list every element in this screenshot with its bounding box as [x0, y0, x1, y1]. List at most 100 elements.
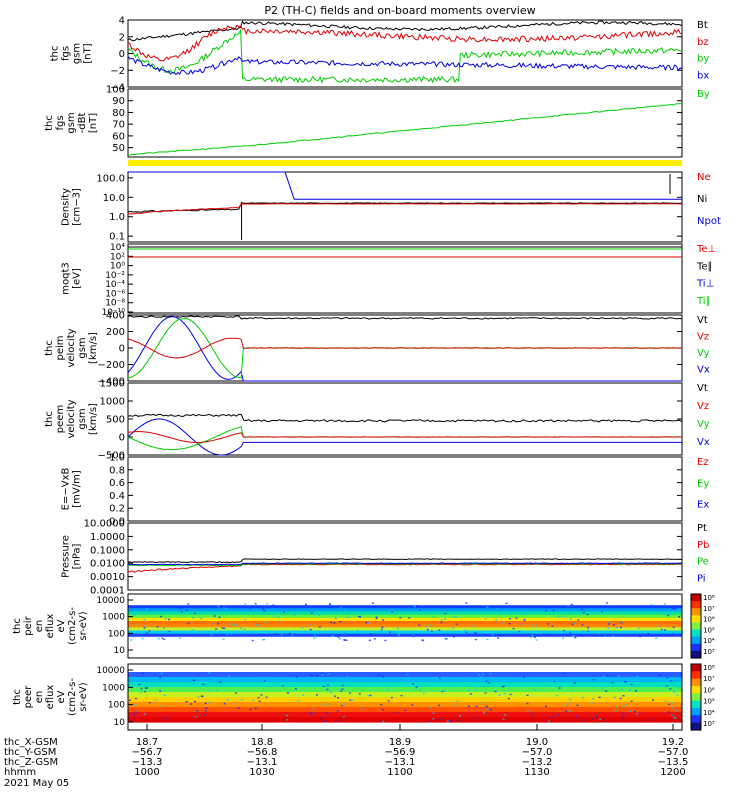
y-tick-label: 4 — [119, 16, 125, 27]
legend-Vy: Vy — [697, 419, 710, 430]
spectrogram-speckle — [569, 618, 572, 620]
spectrogram-speckle — [404, 709, 407, 711]
spectrogram-speckle — [388, 610, 391, 613]
spectrogram-speckle — [678, 616, 680, 618]
spectrogram-speckle — [439, 718, 442, 720]
footer-row-label: thc_X-GSM — [4, 737, 58, 748]
spectrogram-speckle — [326, 688, 329, 691]
spectrogram-speckle — [495, 619, 498, 621]
spectrogram-speckle — [443, 677, 445, 679]
spectrogram-speckle — [491, 634, 494, 636]
panel-frame — [127, 88, 683, 158]
y-axis-label: [km/s] — [88, 332, 99, 364]
legend-Vy: Vy — [697, 348, 710, 359]
legend-Ne: Ne — [697, 172, 711, 183]
y-axis-label: gsm — [77, 408, 88, 429]
spectrogram-band — [128, 602, 682, 606]
spectrogram-speckle — [341, 688, 344, 690]
spectrogram-speckle — [460, 606, 463, 609]
spectrogram-speckle — [474, 717, 477, 719]
spectrogram-speckle — [240, 627, 242, 629]
spectrogram-speckle — [620, 687, 623, 690]
y-axis-label: [km/s] — [88, 403, 99, 435]
spectrogram-speckle — [396, 627, 399, 630]
spectrogram-speckle — [581, 624, 584, 626]
spectrogram-speckle — [369, 633, 372, 635]
spectrogram-speckle — [673, 683, 676, 685]
spectrogram-speckle — [346, 675, 349, 678]
colorbar-segment — [691, 601, 701, 609]
spectrogram-speckle — [339, 719, 342, 722]
colorbar-segment — [691, 643, 701, 652]
y-axis-label: [nT] — [88, 113, 99, 133]
spectrogram-band — [128, 672, 682, 678]
y-axis-label: gsm — [66, 112, 77, 133]
spectrogram-speckle — [590, 702, 593, 704]
spectrogram-speckle — [348, 692, 351, 694]
spectrogram-speckle — [262, 639, 265, 641]
spectrogram-speckle — [339, 621, 342, 623]
spectrogram-speckle — [308, 623, 311, 626]
spectrogram-speckle — [212, 622, 214, 625]
colorbar-tick-label: 10⁵ — [703, 626, 715, 634]
spectrogram-speckle — [474, 688, 477, 691]
spectrogram-speckle — [140, 691, 143, 693]
spectrogram-speckle — [146, 632, 149, 634]
spectrogram-speckle — [487, 682, 490, 684]
spectrogram-speckle — [548, 633, 550, 635]
y-tick-label: 2 — [119, 32, 125, 43]
spectrogram-speckle — [265, 621, 268, 623]
series-Npot — [128, 171, 682, 200]
spectrogram-speckle — [138, 683, 141, 686]
colorbar-segment — [691, 608, 701, 616]
y-axis-label: sr-eV) — [78, 611, 89, 640]
spectrogram-speckle — [317, 632, 320, 635]
spectrogram-speckle — [419, 609, 422, 612]
spectrogram-speckle — [600, 630, 603, 633]
spectrogram-speckle — [389, 631, 391, 633]
spectrogram-speckle — [365, 621, 368, 624]
spectrogram-speckle — [444, 612, 447, 615]
y-axis-label: gsm — [77, 337, 88, 358]
spectrogram-speckle — [671, 706, 674, 709]
legend-bz: bz — [697, 37, 709, 48]
spectrogram-speckle — [602, 676, 605, 678]
colorbar-segment — [691, 722, 701, 731]
spectrogram-speckle — [144, 690, 147, 693]
y-tick-label: 10.0000 — [84, 519, 125, 530]
spectrogram-speckle — [302, 694, 305, 696]
spectrogram-speckle — [339, 607, 342, 609]
spectrogram-speckle — [446, 638, 449, 640]
spectrogram-speckle — [331, 635, 334, 637]
spectrogram-speckle — [582, 611, 585, 614]
spectrogram-speckle — [223, 703, 226, 705]
spectrogram-speckle — [508, 697, 510, 700]
footer-row-label: 2021 May 05 — [4, 778, 69, 789]
spectrogram-speckle — [465, 602, 468, 604]
panel-peem-velocity: thc peem velocity gsm [km/s] 1500 1000 500 0 −500… — [44, 379, 710, 462]
spectrogram-speckle — [295, 676, 298, 678]
spectrogram-speckle — [647, 633, 650, 635]
spectrogram-speckle — [345, 639, 348, 641]
panel-frame — [127, 522, 683, 591]
footer-value: −56.8 — [247, 747, 278, 758]
y-tick-label: 1.0 — [109, 453, 125, 464]
spectrogram-speckle — [484, 618, 487, 620]
spectrogram-band — [128, 697, 682, 703]
spectrogram-speckle — [635, 690, 638, 692]
spectrogram-speckle — [143, 625, 146, 627]
spectrogram-speckle — [598, 684, 600, 686]
legend-Pb: Pb — [697, 540, 709, 551]
spectrogram-speckle — [545, 705, 548, 707]
spectrogram-speckle — [260, 694, 263, 696]
y-axis-label: peer — [23, 685, 34, 709]
y-tick-label: 100 — [106, 85, 125, 96]
spectrogram-speckle — [557, 714, 560, 716]
spectrogram-speckle — [444, 618, 447, 620]
spectrogram-speckle — [320, 672, 323, 674]
spectrogram-speckle — [664, 629, 666, 631]
legend-Bt: Bt — [697, 20, 708, 31]
spectrogram-speckle — [291, 634, 294, 637]
spectrogram-speckle — [356, 629, 359, 631]
series-Pi — [127, 562, 683, 566]
